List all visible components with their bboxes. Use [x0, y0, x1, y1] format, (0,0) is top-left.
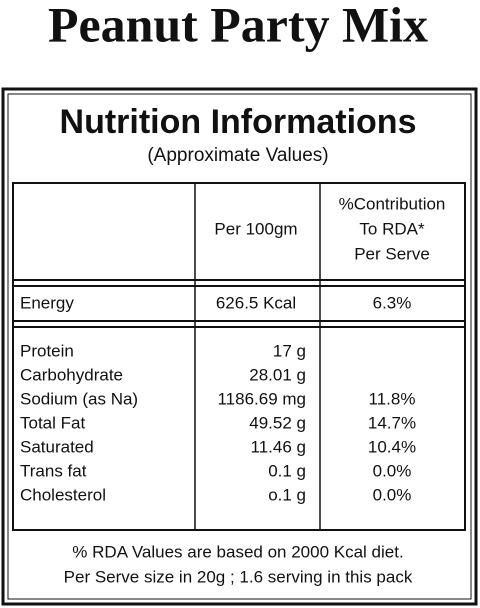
panel-subheading: (Approximate Values)	[147, 145, 328, 166]
row-value: o.1 g	[268, 485, 306, 504]
product-title: Peanut Party Mix	[48, 0, 428, 52]
row-rda: 11.8%	[369, 389, 416, 408]
table-grid	[12, 182, 466, 531]
row-name: Protein	[20, 341, 74, 360]
inner-border	[7, 93, 472, 600]
row-rda: 14.7%	[368, 413, 416, 432]
row-value: 17 g	[273, 341, 306, 360]
row-name: Energy	[20, 293, 74, 312]
row-value: 1186.69 mg	[217, 389, 306, 408]
row-name: Cholesterol	[20, 485, 106, 504]
row-rda: 0.0%	[373, 485, 412, 504]
row-name: Carbohydrate	[20, 365, 123, 384]
row-value: 11.46 g	[251, 437, 306, 456]
row-rda: 10.4%	[368, 437, 416, 456]
outer-border	[1, 87, 478, 606]
column-header: To RDA*	[359, 219, 425, 238]
row-value: 28.01 g	[249, 365, 306, 384]
table-border	[12, 182, 466, 531]
row-name: Total Fat	[20, 413, 85, 432]
row-value: 626.5 Kcal	[216, 293, 296, 312]
row-value: 49.52 g	[249, 413, 306, 432]
row-rda: 6.3%	[373, 293, 412, 312]
column-header: %Contribution	[339, 194, 446, 213]
row-name: Saturated	[20, 437, 94, 456]
row-name: Trans fat	[20, 461, 87, 480]
column-header: Per Serve	[354, 244, 430, 263]
column-header: Per 100gm	[214, 219, 297, 238]
footer-note: % RDA Values are based on 2000 Kcal diet…	[72, 542, 403, 561]
panel-heading: Nutrition Informations	[60, 103, 417, 141]
footer-note: Per Serve size in 20g ; 1.6 serving in t…	[64, 567, 413, 586]
row-rda: 0.0%	[373, 461, 412, 480]
row-value: 0.1 g	[268, 461, 306, 480]
row-name: Sodium (as Na)	[20, 389, 138, 408]
